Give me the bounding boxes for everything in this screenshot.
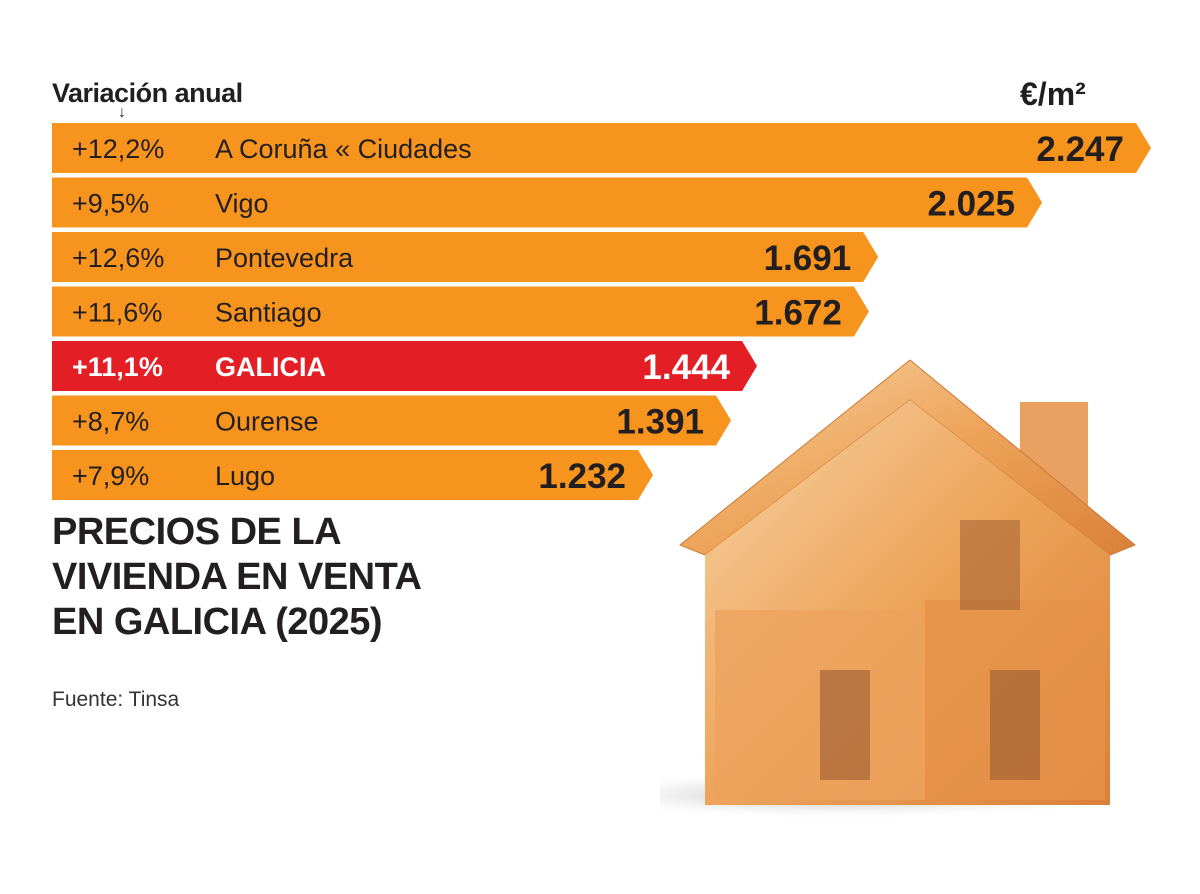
value-label: 1.672: [754, 294, 842, 333]
source-note: Fuente: Tinsa: [52, 688, 180, 711]
value-label: 1.444: [642, 348, 730, 387]
variation-label: +12,2%: [72, 134, 164, 164]
category-label: Vigo: [215, 189, 269, 219]
bar-chart: +12,2% A Coruña « Ciudades 2.247 +9,5% Vigo 2…: [52, 123, 1151, 500]
title-line: PRECIOS DE LA: [52, 511, 342, 553]
title-line: VIVIENDA EN VENTA: [52, 556, 422, 598]
value-label: 1.691: [764, 239, 852, 278]
bar-5: [52, 395, 732, 446]
category-label: Pontevedra: [215, 243, 354, 273]
category-label: Ourense: [215, 407, 319, 437]
down-arrow-icon: ↓: [118, 104, 126, 121]
bar-6: [52, 450, 654, 500]
variation-header: Variación anual: [52, 78, 243, 108]
bar-3: [52, 286, 869, 337]
variation-label: +11,1%: [72, 352, 163, 382]
bar-1: [52, 177, 1043, 228]
chart-title: PRECIOS DE LA VIVIENDA EN VENTA EN GALIC…: [52, 510, 422, 645]
value-label: 1.391: [616, 403, 704, 442]
value-label: 1.232: [538, 457, 626, 496]
variation-label: +8,7%: [72, 407, 149, 437]
bar-0: [52, 123, 1151, 173]
bar-4: [52, 341, 758, 391]
variation-label: +11,6%: [72, 298, 162, 328]
variation-label: +9,5%: [72, 189, 149, 219]
category-label: Santiago: [215, 298, 322, 328]
category-label: Lugo: [215, 461, 275, 491]
unit-header: €/m²: [1020, 76, 1086, 112]
bar-2: [52, 232, 879, 282]
value-label: 2.025: [927, 185, 1015, 224]
variation-label: +7,9%: [72, 461, 149, 491]
value-label: 2.247: [1036, 130, 1124, 169]
title-line: EN GALICIA (2025): [52, 601, 383, 643]
euro-banknote-house-illustration: [660, 359, 1140, 820]
category-label: GALICIA: [215, 352, 326, 382]
category-label: A Coruña « Ciudades: [215, 134, 472, 164]
variation-label: +12,6%: [72, 243, 164, 273]
